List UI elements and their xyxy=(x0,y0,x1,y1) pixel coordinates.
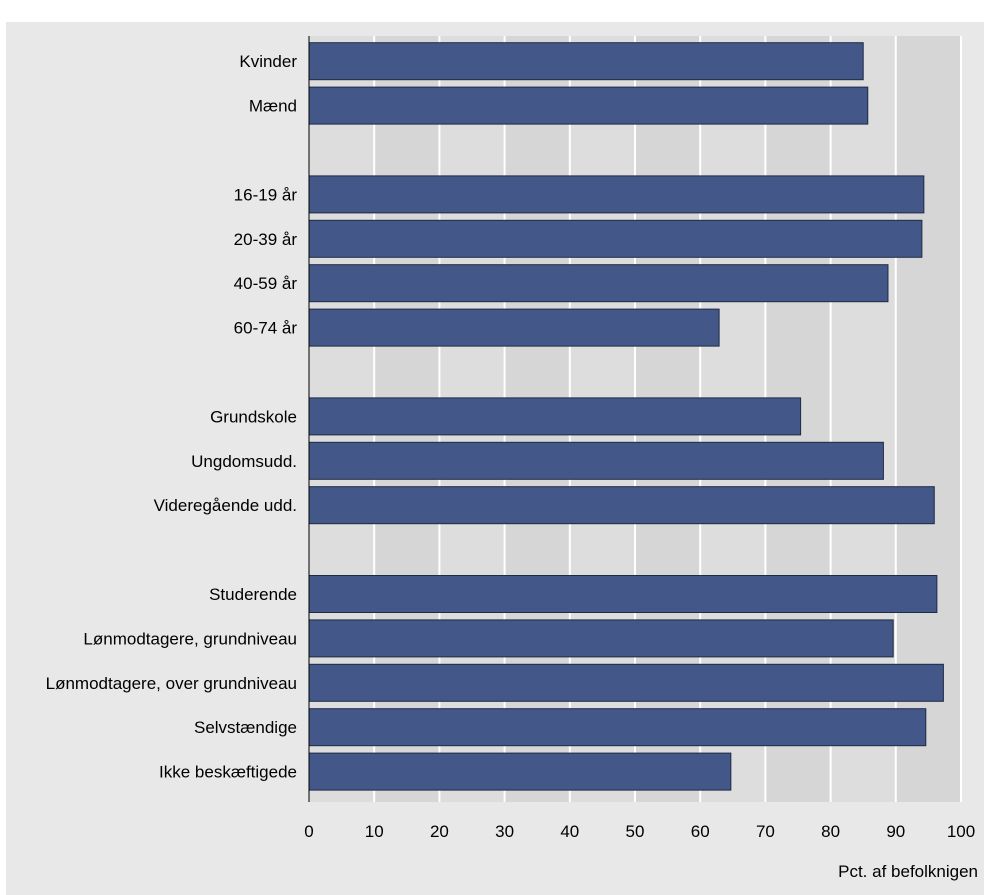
bar xyxy=(308,708,927,747)
x-tick-label: 20 xyxy=(430,822,449,841)
category-label: Kvinder xyxy=(239,52,297,71)
category-label: Grundskole xyxy=(210,407,297,426)
x-tick-label: 40 xyxy=(560,822,579,841)
bar-chart: Kvinder Mænd 16-19 år 20-39 år 40-59 år 60-74… xyxy=(46,36,978,881)
bar xyxy=(308,42,864,81)
x-axis-title: Pct. af befolknigen xyxy=(838,862,978,881)
x-tick-label: 0 xyxy=(304,822,313,841)
bar xyxy=(308,397,802,436)
category-label: 40-59 år xyxy=(234,274,298,293)
x-tick-label: 50 xyxy=(626,822,645,841)
category-label: Ikke beskæftigede xyxy=(159,763,297,782)
bar xyxy=(308,486,935,525)
bar xyxy=(308,441,884,480)
category-label: Videregående udd. xyxy=(154,496,297,515)
category-labels: Kvinder Mænd 16-19 år 20-39 år 40-59 år 60-74… xyxy=(46,52,298,781)
category-label: Ungdomsudd. xyxy=(191,452,297,471)
category-label: Mænd xyxy=(249,97,297,116)
category-label: Lønmodtagere, over grundniveau xyxy=(46,674,297,693)
bar xyxy=(308,752,732,791)
x-axis-ticks: 0 10 20 30 40 50 60 70 80 90 100 xyxy=(304,822,975,841)
bar xyxy=(308,663,944,702)
x-tick-label: 80 xyxy=(821,822,840,841)
category-label: 20-39 år xyxy=(234,230,298,249)
bar xyxy=(308,175,925,214)
chart-container: Kvinder Mænd 16-19 år 20-39 år 40-59 år 60-74… xyxy=(6,22,984,895)
category-label: 16-19 år xyxy=(234,185,298,204)
category-label: Studerende xyxy=(209,585,297,604)
bar xyxy=(308,86,869,125)
x-tick-label: 70 xyxy=(756,822,775,841)
x-tick-label: 90 xyxy=(886,822,905,841)
category-label: Selvstændige xyxy=(194,718,297,737)
bar xyxy=(308,619,894,658)
bar xyxy=(308,308,720,347)
x-tick-label: 60 xyxy=(691,822,710,841)
category-label: Lønmodtagere, grundniveau xyxy=(83,629,297,648)
bar xyxy=(308,264,889,303)
bars xyxy=(308,42,944,791)
category-label: 60-74 år xyxy=(234,319,298,338)
x-tick-label: 30 xyxy=(495,822,514,841)
bar xyxy=(308,575,938,613)
x-tick-label: 100 xyxy=(947,822,975,841)
bar xyxy=(308,219,923,258)
x-tick-label: 10 xyxy=(365,822,384,841)
